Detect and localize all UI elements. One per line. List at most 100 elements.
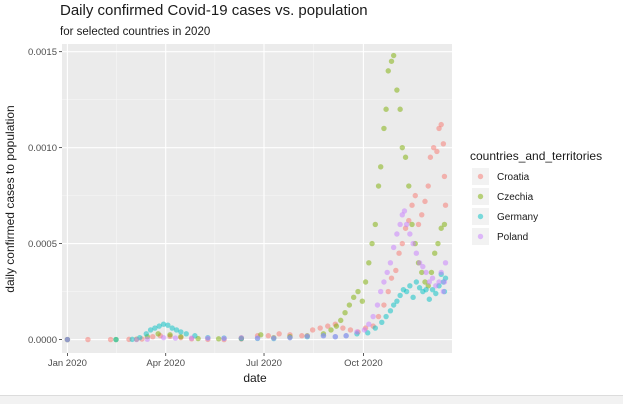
minor-gridlines [62, 44, 452, 353]
bottom-scrollbar[interactable] [0, 395, 623, 404]
point-germany [169, 325, 175, 331]
point-czechia [406, 183, 412, 189]
y-tick-label: 0.0005 [28, 239, 57, 250]
point-czechia [422, 279, 428, 285]
point-germany [183, 331, 189, 337]
y-tick-label: 0.0015 [28, 47, 57, 58]
point-germany [178, 329, 184, 335]
point-poland [188, 335, 195, 341]
y-tick-label: 0.0000 [28, 335, 57, 346]
point-croatia [412, 192, 418, 199]
point-poland [401, 208, 408, 214]
point-croatia [441, 173, 448, 180]
point-croatia [381, 302, 387, 308]
point-poland [144, 336, 151, 342]
point-germany [387, 308, 394, 314]
point-germany [403, 288, 410, 295]
point-germany [397, 292, 403, 299]
point-czechia [390, 52, 397, 59]
legend-label-poland: Poland [497, 232, 528, 243]
point-poland [420, 263, 426, 270]
point-poland [384, 269, 390, 276]
point-poland [442, 260, 449, 266]
point-poland [238, 334, 245, 341]
legend-marker-germany [477, 213, 484, 220]
point-poland [366, 321, 372, 327]
plot-panel [62, 44, 452, 353]
point-poland [426, 279, 433, 285]
point-croatia [396, 250, 402, 256]
point-croatia [430, 144, 437, 151]
point-poland [304, 333, 310, 339]
chart-subtitle: for selected countries in 2020 [60, 26, 210, 38]
point-germany [390, 302, 397, 308]
point-croatia [150, 333, 156, 340]
point-germany [160, 321, 167, 327]
point-czechia [362, 279, 369, 285]
point-poland [403, 221, 410, 228]
point-croatia [265, 333, 272, 339]
point-poland [332, 333, 339, 340]
point-germany [416, 285, 423, 291]
point-czechia [402, 154, 409, 160]
point-poland [370, 313, 376, 320]
point-croatia [442, 202, 449, 208]
legend-label-croatia: Croatia [497, 172, 530, 183]
point-germany [129, 336, 135, 343]
point-croatia [107, 336, 114, 343]
point-poland [343, 333, 349, 339]
point-czechia [372, 221, 378, 228]
legend-items: Croatia Czechia Germany Poland [472, 168, 538, 245]
point-croatia [299, 333, 305, 339]
point-poland [429, 275, 436, 281]
point-germany [147, 327, 154, 333]
data-points [64, 52, 449, 343]
point-poland [320, 333, 327, 339]
point-poland [378, 288, 384, 295]
x-tick-label: Apr 2020 [146, 358, 185, 369]
point-croatia [347, 327, 354, 333]
legend: countries_and_territories Croatia Czechia… [470, 149, 602, 245]
point-poland [133, 336, 140, 343]
point-germany [423, 286, 429, 293]
point-czechia [178, 333, 184, 340]
point-czechia [350, 294, 357, 301]
point-czechia [385, 68, 391, 74]
point-croatia [438, 121, 444, 128]
point-czechia [419, 269, 425, 276]
point-poland [254, 335, 261, 341]
y-axis-ticks: 0.0000 0.0005 0.0010 0.0015 [28, 47, 62, 346]
point-croatia [340, 325, 346, 331]
point-croatia [375, 313, 382, 320]
point-poland [407, 231, 413, 237]
point-poland [387, 260, 394, 266]
point-croatia [409, 202, 415, 208]
point-germany [433, 290, 439, 297]
point-croatia [309, 327, 316, 333]
point-croatia [85, 336, 91, 343]
point-poland [287, 334, 293, 341]
point-croatia [419, 212, 425, 218]
point-czechia [428, 269, 435, 276]
point-germany [413, 279, 420, 285]
point-poland [433, 283, 439, 289]
point-czechia [333, 323, 340, 329]
point-poland [436, 279, 442, 285]
legend-marker-czechia [477, 193, 484, 200]
point-poland [438, 269, 444, 276]
x-axis-title: date [243, 371, 267, 385]
point-czechia [399, 144, 405, 151]
point-germany [426, 296, 433, 302]
point-czechia [359, 298, 366, 304]
point-germany [372, 325, 378, 331]
point-czechia [366, 260, 372, 266]
point-poland [440, 288, 447, 295]
point-germany [379, 319, 385, 325]
point-czechia [167, 332, 173, 338]
point-czechia [394, 87, 400, 93]
point-croatia [440, 141, 447, 147]
y-axis-title: daily confirmed cases to population [3, 105, 17, 292]
point-germany [113, 336, 119, 343]
point-croatia [415, 221, 422, 228]
point-poland [413, 250, 420, 256]
